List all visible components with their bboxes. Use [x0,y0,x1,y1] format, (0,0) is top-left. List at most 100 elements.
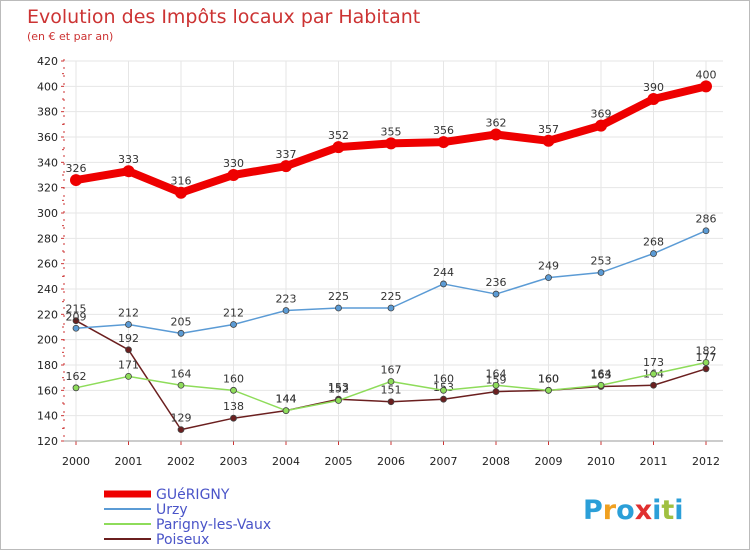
data-point [440,395,447,403]
y-tick-label: 120 [37,435,58,448]
data-label: 144 [276,393,297,406]
legend-label: Poiseux [156,532,209,548]
proxiti-logo: Proxiti [583,495,684,526]
data-point [545,274,552,282]
y-tick-label: 380 [37,106,58,119]
data-label: 138 [223,400,244,413]
data-point [650,381,657,389]
y-tick-label: 260 [37,258,58,271]
data-point [335,397,342,404]
logo-letter: r [603,495,617,526]
data-label: 212 [223,306,244,319]
y-tick-label: 360 [37,131,58,144]
logo-letter: i [652,495,661,526]
data-label: 215 [66,303,87,316]
legend-label: GUéRIGNY [156,487,230,503]
data-label: 144 [276,393,297,406]
data-label: 357 [538,123,559,136]
data-label: 316 [171,175,192,188]
data-point [387,304,395,312]
chart-subtitle: (en € et par an) [27,30,113,43]
data-label: 159 [486,374,507,387]
data-point [282,407,290,415]
data-point [230,321,237,328]
y-tick-label: 200 [37,334,58,347]
data-label: 244 [433,266,454,279]
y-tick-label: 180 [37,359,58,372]
y-tick-label: 160 [37,384,58,397]
logo-letter: i [674,495,683,526]
data-label: 400 [696,68,717,81]
data-point [492,290,500,298]
logo-letter: x [635,495,652,526]
data-label: 223 [276,293,297,306]
legend-label: Urzy [156,502,188,518]
y-tick-label: 220 [37,308,58,321]
data-label: 160 [223,372,244,385]
y-tick-label: 280 [37,232,58,245]
data-label: 212 [118,306,139,319]
data-label: 152 [328,382,349,395]
logo-letter: t [661,495,674,526]
data-label: 163 [591,369,612,382]
data-label: 205 [171,315,192,328]
y-tick-label: 300 [37,207,58,220]
data-point [545,386,552,394]
data-label: 182 [696,344,717,357]
data-label: 192 [118,332,139,345]
logo-letter: o [616,495,635,526]
x-tick-label: 2000 [62,455,90,468]
data-point [597,269,605,276]
data-point [177,329,185,337]
chart-title: Evolution des Impôts locaux par Habitant [27,6,420,28]
data-label: 177 [696,351,717,364]
data-point [437,136,450,149]
data-label: 369 [591,108,612,121]
data-point [650,250,657,257]
data-label: 160 [538,372,559,385]
data-point [440,386,447,394]
data-point [125,321,132,328]
data-point [125,372,132,380]
data-label: 160 [433,372,454,385]
data-label: 225 [381,290,402,303]
y-tick-label: 400 [37,80,58,93]
data-label: 355 [381,125,402,138]
data-label: 356 [433,124,454,137]
data-label: 337 [276,148,297,161]
x-tick-label: 2002 [167,455,195,468]
x-tick-label: 2004 [272,455,300,468]
data-point [542,134,555,147]
data-point [440,280,447,288]
data-label: 326 [66,162,87,175]
y-tick-label: 320 [37,182,58,195]
data-point [227,169,240,181]
y-tick-label: 140 [37,410,58,423]
data-point [700,80,712,93]
x-tick-label: 2005 [325,455,353,468]
data-point [280,160,292,173]
x-tick-label: 2010 [587,455,615,468]
data-point [72,384,80,392]
y-tick-label: 420 [37,55,58,68]
data-label: 225 [328,290,349,303]
y-tick-label: 340 [37,156,58,169]
data-point [70,174,82,187]
data-label: 330 [223,157,244,170]
data-point [332,141,345,154]
data-point [230,414,237,422]
data-point [230,386,237,394]
data-label: 286 [696,213,717,226]
data-point [122,165,135,178]
data-label: 151 [381,384,402,397]
data-point [647,93,660,105]
data-point [490,128,502,141]
data-label: 352 [328,129,349,142]
data-point [702,359,710,366]
data-point [177,426,185,434]
data-label: 390 [643,81,664,94]
data-point [125,346,132,354]
data-label: 162 [66,370,87,383]
data-point [702,365,710,373]
